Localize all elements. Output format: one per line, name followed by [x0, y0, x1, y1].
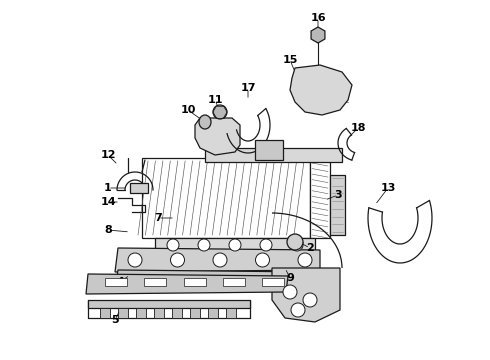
Text: 7: 7	[154, 213, 162, 223]
Circle shape	[291, 239, 303, 251]
Circle shape	[171, 253, 185, 267]
Bar	[205, 148, 342, 162]
Bar	[330, 175, 345, 235]
Circle shape	[128, 253, 142, 267]
Polygon shape	[130, 183, 148, 193]
Bar	[172, 308, 182, 318]
Polygon shape	[290, 65, 352, 115]
Polygon shape	[115, 270, 315, 290]
Text: 12: 12	[100, 150, 116, 160]
Text: 8: 8	[104, 225, 112, 235]
Text: 6: 6	[264, 143, 272, 153]
Circle shape	[229, 239, 241, 251]
Bar	[208, 308, 218, 318]
Polygon shape	[195, 118, 240, 155]
FancyBboxPatch shape	[144, 278, 166, 286]
Bar	[142, 158, 310, 238]
Bar	[226, 308, 236, 318]
Bar	[190, 308, 200, 318]
Circle shape	[198, 239, 210, 251]
Polygon shape	[86, 274, 288, 294]
Text: 3: 3	[334, 190, 342, 200]
Text: 16: 16	[310, 13, 326, 23]
Circle shape	[287, 234, 303, 250]
FancyBboxPatch shape	[262, 278, 284, 286]
Bar	[118, 308, 128, 318]
Text: 17: 17	[240, 83, 256, 93]
Bar	[154, 308, 164, 318]
Bar	[155, 238, 315, 252]
Circle shape	[213, 253, 227, 267]
Bar	[136, 308, 146, 318]
Text: 10: 10	[180, 105, 196, 115]
Polygon shape	[272, 268, 340, 322]
Text: 15: 15	[282, 55, 298, 65]
Circle shape	[291, 303, 305, 317]
Circle shape	[255, 253, 270, 267]
Bar	[100, 308, 110, 318]
Text: 11: 11	[207, 95, 223, 105]
Text: 2: 2	[306, 243, 314, 253]
Circle shape	[260, 239, 272, 251]
FancyBboxPatch shape	[223, 278, 245, 286]
Circle shape	[298, 253, 312, 267]
Text: 1: 1	[104, 183, 112, 193]
FancyBboxPatch shape	[183, 278, 205, 286]
Circle shape	[167, 239, 179, 251]
Text: 13: 13	[380, 183, 396, 193]
Text: 4: 4	[116, 277, 124, 287]
Bar	[88, 300, 250, 308]
Text: 9: 9	[286, 273, 294, 283]
Circle shape	[213, 105, 227, 119]
Text: 14: 14	[100, 197, 116, 207]
Text: 18: 18	[350, 123, 366, 133]
Bar	[310, 160, 330, 238]
Ellipse shape	[199, 115, 211, 129]
Circle shape	[303, 293, 317, 307]
FancyBboxPatch shape	[105, 278, 127, 286]
Polygon shape	[115, 248, 320, 272]
Circle shape	[283, 285, 297, 299]
Text: 5: 5	[111, 315, 119, 325]
FancyBboxPatch shape	[255, 140, 283, 160]
